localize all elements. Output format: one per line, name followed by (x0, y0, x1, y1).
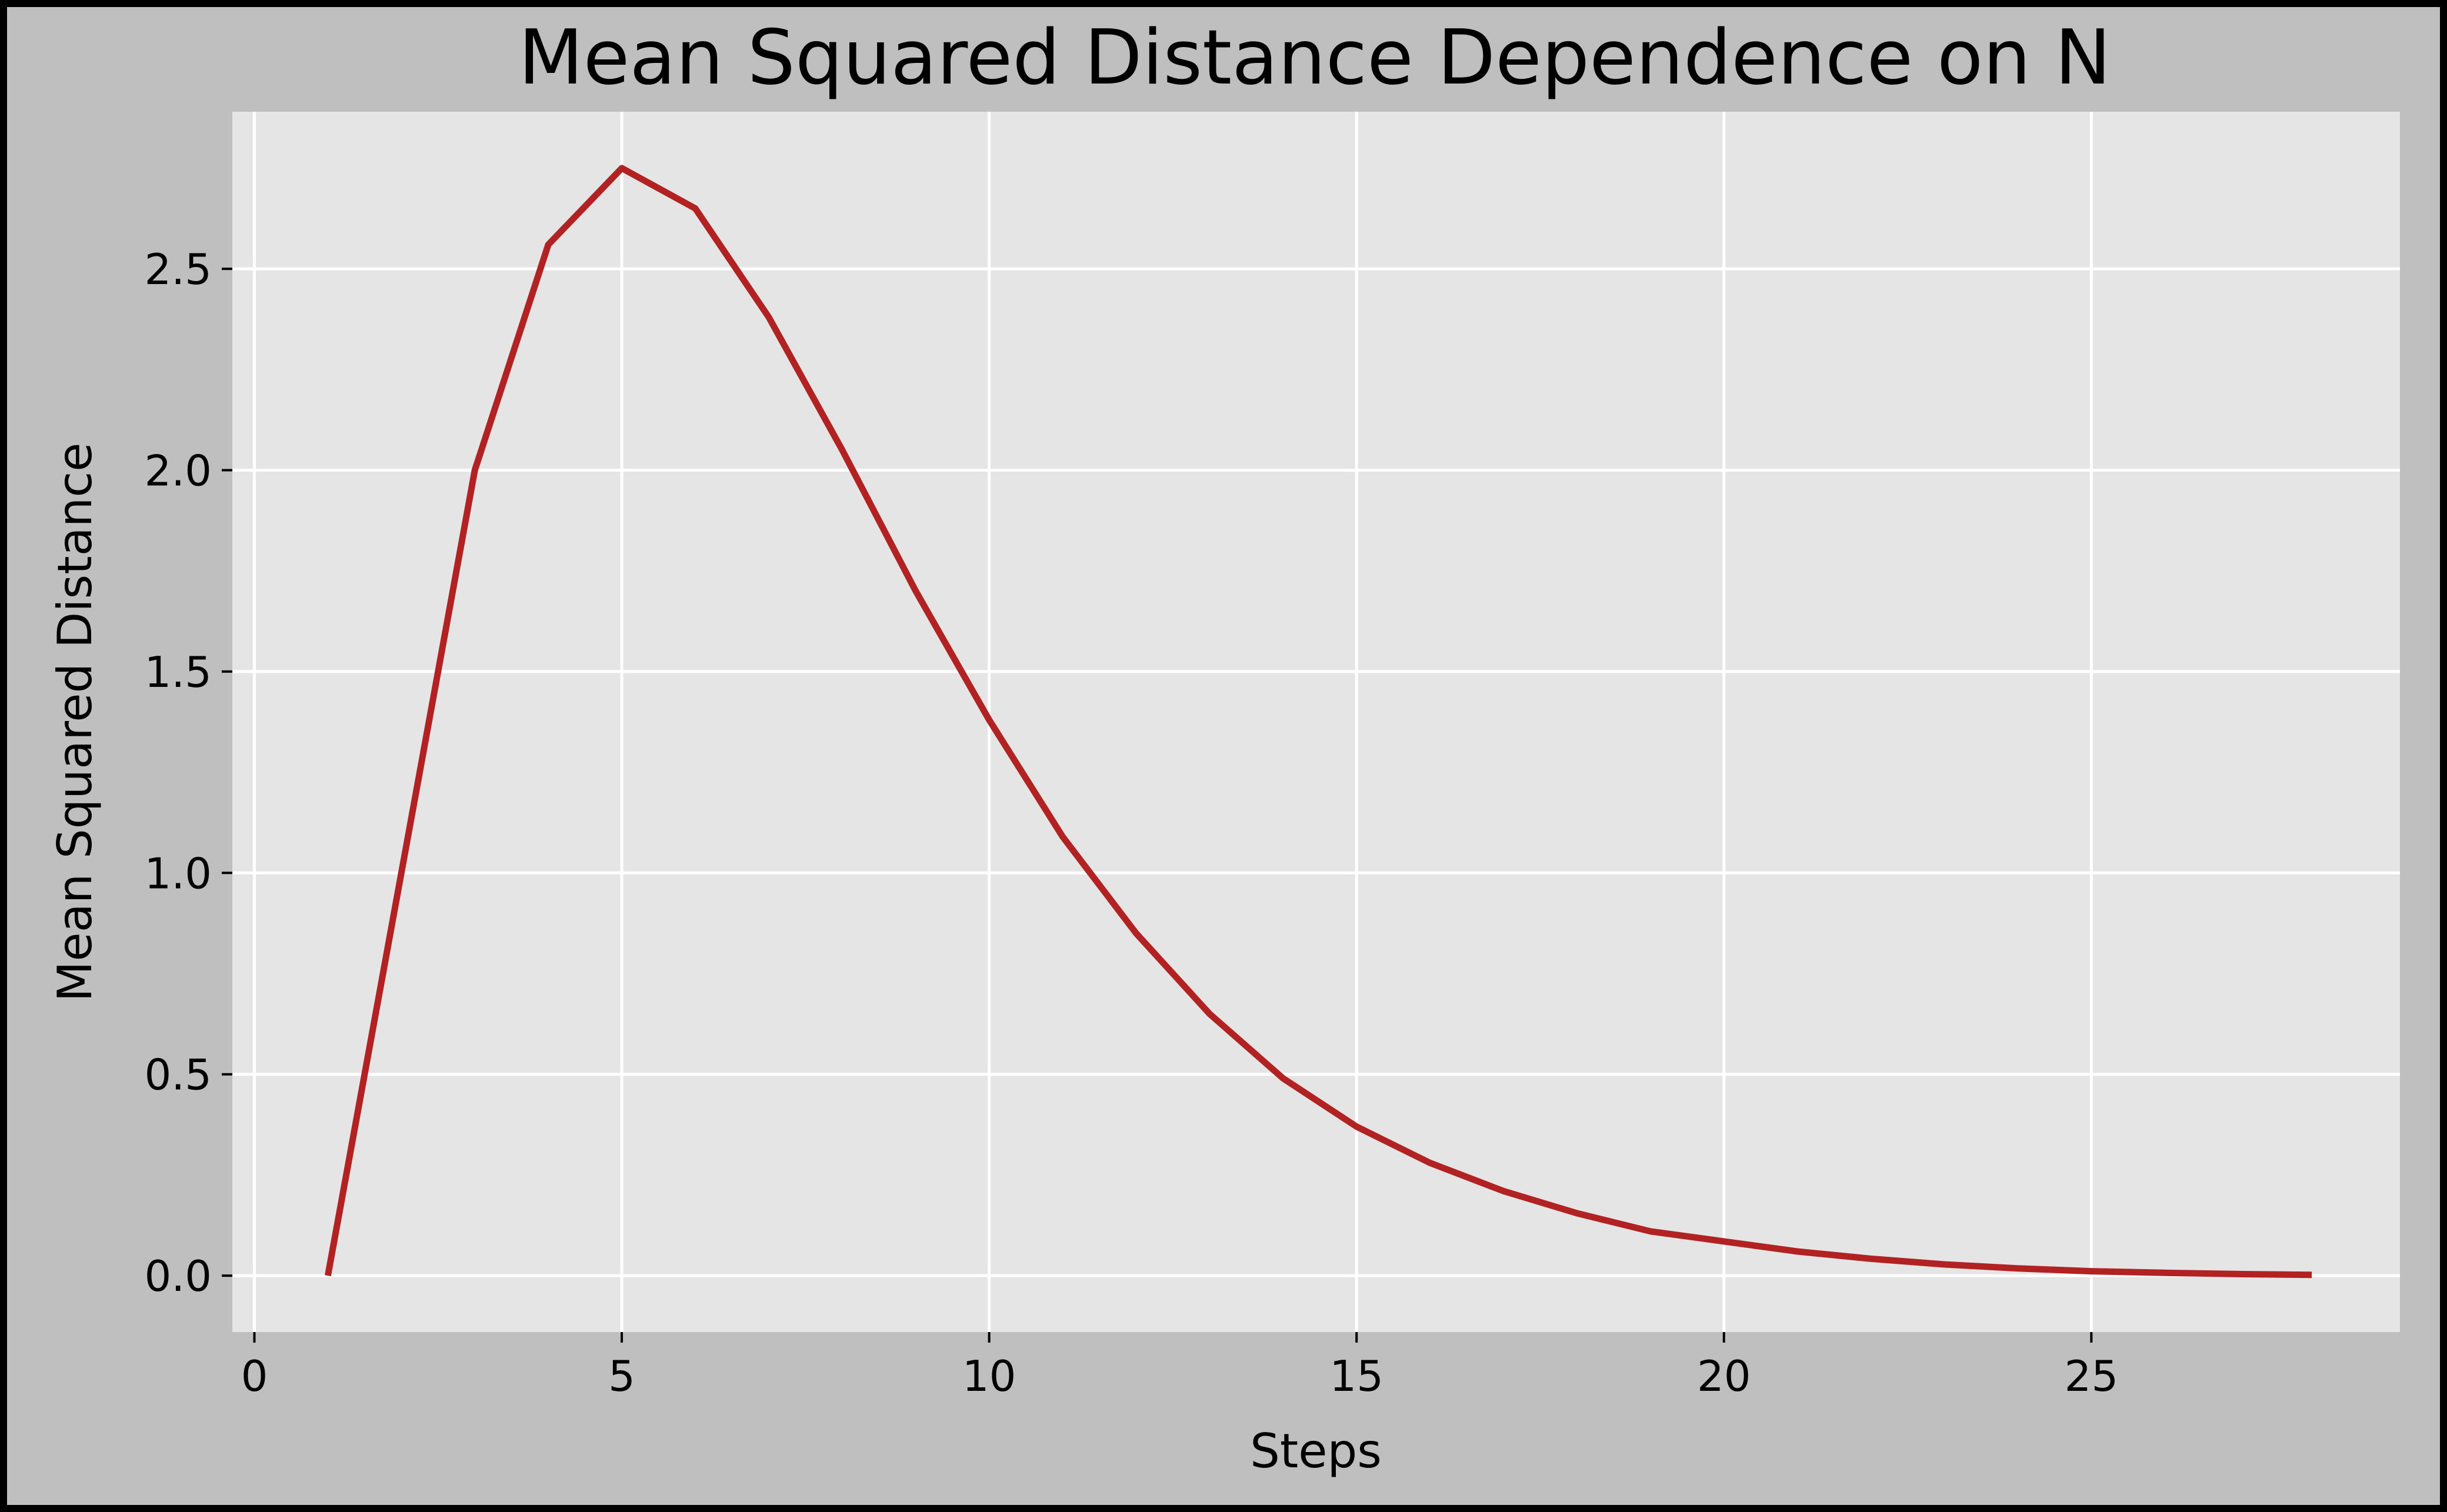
y-tick-label: 0.0 (144, 1251, 212, 1301)
x-tick-label: 25 (2065, 1351, 2119, 1401)
x-tick-label: 5 (608, 1351, 635, 1401)
series-line (324, 165, 2312, 1279)
x-tick-label: 20 (1697, 1351, 1751, 1401)
x-tick-label: 10 (962, 1351, 1016, 1401)
axis-ticks: 0 5 10 15 20 25 0.0 0.5 1.0 1.5 2.0 2.5 (144, 245, 2118, 1401)
grid-lines (232, 112, 2400, 1332)
y-tick-label: 0.5 (144, 1050, 212, 1100)
chart-title: Mean Squared Distance Dependence on N (518, 14, 2111, 102)
plot-area (232, 112, 2400, 1332)
x-tick-label: 0 (241, 1351, 268, 1401)
y-axis-title: Mean Squared Distance (48, 442, 102, 1002)
x-tick-label: 15 (1329, 1351, 1383, 1401)
y-tick-label: 2.0 (144, 446, 212, 495)
y-tick-label: 1.0 (144, 849, 212, 898)
x-axis-title: Steps (1250, 1424, 1382, 1478)
series-layer (324, 165, 2312, 1279)
y-tick-label: 1.5 (144, 647, 212, 697)
y-tick-label: 2.5 (144, 245, 212, 294)
